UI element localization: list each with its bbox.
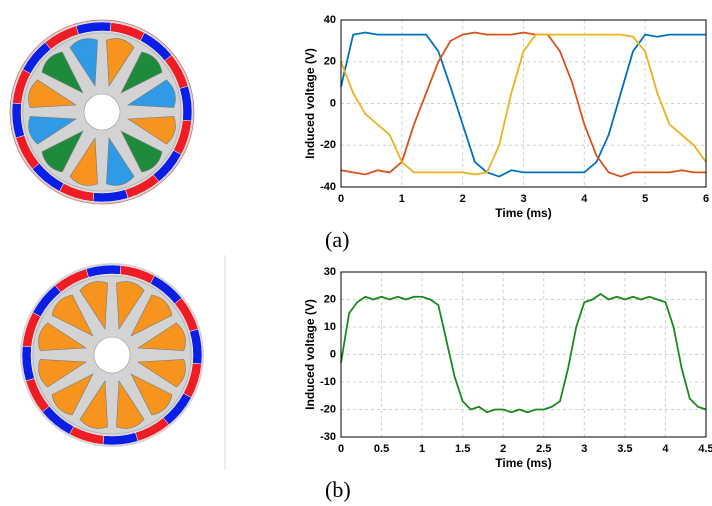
tooth	[69, 137, 98, 186]
shaft	[83, 93, 121, 131]
x-tick-label: 1.5	[455, 443, 470, 455]
tooth	[130, 373, 173, 416]
tooth	[106, 38, 135, 87]
y-tick-label: -40	[320, 181, 336, 193]
tooth	[137, 322, 186, 351]
y-tick-label: 0	[330, 348, 336, 360]
y-tick-label: -30	[320, 431, 336, 443]
y-tick-label: 20	[324, 56, 336, 68]
x-tick-label: 3.5	[617, 443, 632, 455]
y-tick-label: 40	[324, 14, 336, 26]
tooth	[28, 79, 77, 108]
tooth	[28, 116, 77, 145]
x-tick-label: 4	[581, 193, 588, 205]
magnet	[179, 85, 193, 122]
x-tick-label: 2.5	[536, 443, 551, 455]
series-line	[340, 33, 707, 176]
y-tick-label: 20	[324, 293, 336, 305]
plot-frame	[340, 271, 707, 438]
y-tick-label: -10	[320, 376, 336, 388]
tooth	[116, 281, 145, 330]
magnet	[189, 328, 203, 365]
y-tick-label: -20	[320, 403, 336, 415]
x-tick-label: 3	[581, 443, 587, 455]
y-tick-label: -20	[320, 139, 336, 151]
tooth	[116, 380, 145, 429]
tooth	[38, 359, 87, 388]
x-tick-label: 1	[399, 193, 405, 205]
tooth	[51, 294, 94, 337]
tooth	[130, 294, 173, 337]
shaft	[93, 336, 131, 374]
motor-diagram	[20, 263, 204, 447]
x-axis-label: Time (ms)	[495, 456, 551, 470]
panel-label: (b)	[325, 477, 351, 502]
x-tick-label: 5	[642, 193, 648, 205]
tooth	[41, 130, 84, 173]
y-tick-label: 30	[324, 266, 336, 278]
tooth	[51, 373, 94, 416]
tooth	[120, 130, 163, 173]
x-tick-label: 2	[460, 193, 466, 205]
motor-diagram	[9, 19, 195, 205]
series-line	[340, 292, 707, 414]
tooth	[79, 281, 108, 330]
x-tick-label: 6	[703, 193, 709, 205]
x-tick-label: 0	[338, 193, 344, 205]
y-tick-label: 10	[324, 321, 336, 333]
x-tick-label: 0	[338, 443, 344, 455]
tooth	[120, 51, 163, 94]
tooth	[106, 137, 135, 186]
tooth	[41, 51, 84, 94]
tooth	[69, 38, 98, 87]
tooth	[79, 380, 108, 429]
x-tick-label: 4	[662, 443, 669, 455]
y-tick-label: 0	[330, 97, 336, 109]
tooth	[127, 116, 176, 145]
series-line	[340, 31, 706, 178]
x-axis-label: Time (ms)	[495, 206, 551, 220]
panel-label: (a)	[325, 227, 349, 252]
x-tick-label: 3	[520, 193, 526, 205]
tooth	[137, 359, 186, 388]
x-tick-label: 4.5	[698, 443, 712, 455]
plot-frame	[340, 19, 707, 188]
x-tick-label: 0.5	[374, 443, 389, 455]
y-axis-label: Induced voltage (V)	[303, 299, 317, 410]
x-tick-label: 2	[500, 443, 506, 455]
x-tick-label: 1	[419, 443, 425, 455]
tooth	[127, 79, 176, 108]
y-axis-label: Induced voltage (V)	[303, 48, 317, 159]
tooth	[38, 322, 87, 351]
